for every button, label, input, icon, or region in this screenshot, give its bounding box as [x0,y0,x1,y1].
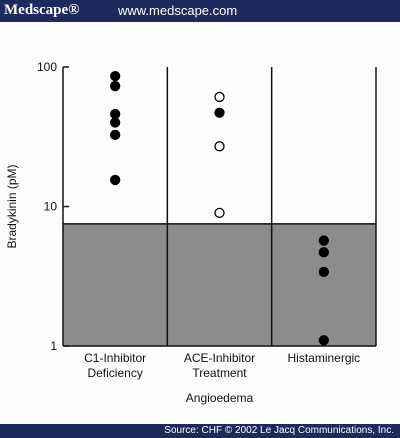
point [214,107,225,118]
x-tick-label-box: Histaminergic [287,351,361,365]
point [110,108,121,120]
point [110,80,121,92]
x-tick-label-box: ACE-Inhibitor Treatment [183,351,256,380]
x-tick-label: ACE-Inhibitor Treatment [183,351,256,380]
y-axis-label: Bradykinin (pM) [5,164,19,248]
point [110,117,121,128]
footer: Source: CHF © 2002 Le Jacq Communication… [0,424,400,438]
url: www.medscape.com [118,3,238,18]
point [214,91,225,103]
y-tick-label: 10 [44,200,58,214]
point [318,247,329,258]
brand: Medscape® [4,2,80,18]
shaded-region [63,223,376,346]
point [318,235,329,246]
source: Source: CHF © 2002 Le Jacq Communication… [164,425,394,436]
point [318,335,329,346]
point [318,266,329,278]
point [110,174,121,186]
point [214,207,225,219]
x-axis-label: Angioedema [186,391,254,405]
chart: 1 10 100 Bradykinin (pM) C1-Inhibitor Defici… [5,60,377,405]
x-tick-label: C1-Inhibitor Deficiency [84,351,147,380]
point [110,129,121,141]
y-tick-label: 100 [37,60,57,74]
x-tick-label: Histaminergic [287,351,361,365]
x-tick-label-box: C1-Inhibitor Deficiency [84,351,147,380]
header-bar: Medscape® www.medscape.com [0,0,400,22]
point [214,141,225,152]
y-tick-label: 1 [50,339,57,353]
point [110,70,121,82]
